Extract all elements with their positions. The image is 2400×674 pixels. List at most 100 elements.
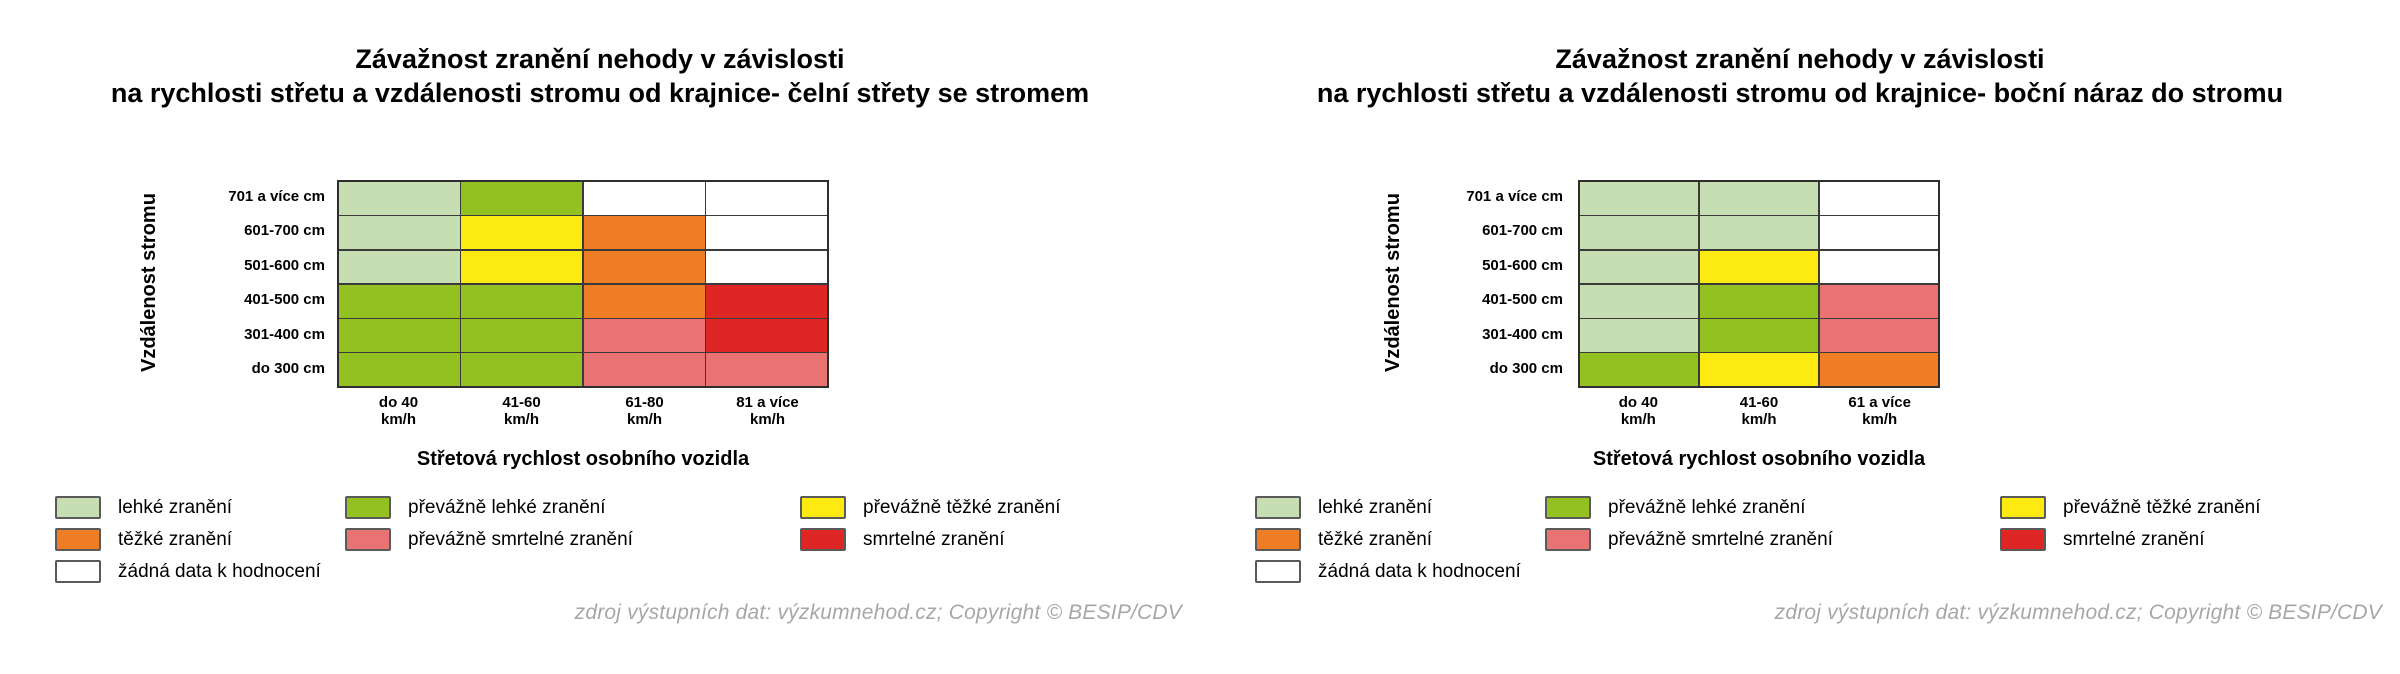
heatmap-cell-zadna_data xyxy=(1819,216,1938,250)
y-tick-label: 401-500 cm xyxy=(1482,291,1563,309)
y-tick-label: 501-600 cm xyxy=(1482,256,1563,274)
y-axis-tick-labels: 701 a více cm 601-700 cm 501-600 cm 401-500… xyxy=(160,180,325,386)
chart-title-line2: na rychlosti střetu a vzdálenosti stromu… xyxy=(110,78,1090,108)
legend-item-lehke: lehké zranění xyxy=(1255,495,1521,520)
heatmap-cell-prevazne_lehke xyxy=(1699,319,1819,352)
legend-item-zadna_data: žádná data k hodnocení xyxy=(1255,559,1521,584)
chart-title: Závažnost zranění nehody v závislosti na… xyxy=(10,42,1190,110)
legend-label: převážně smrtelné zranění xyxy=(1608,529,1833,550)
heatmap-cell-prevazne_lehke xyxy=(461,353,583,387)
x-axis-tick-labels: do 40 km/h 41-60 km/h 61 a více km/h xyxy=(1578,394,1940,428)
heatmap-cell-lehke xyxy=(1580,319,1699,352)
legend-item-smrtelne: smrtelné zranění xyxy=(2000,527,2261,552)
chart-title-line2: na rychlosti střetu a vzdálenosti stromu… xyxy=(1316,78,2284,108)
legend-swatch-prevazne_smrtelne xyxy=(1545,528,1591,551)
legend-swatch-prevazne_smrtelne xyxy=(345,528,391,551)
x-axis-tick-labels: do 40 km/h 41-60 km/h 61-80 km/h 81 a více km/h xyxy=(337,394,829,428)
y-tick-label: 701 a více cm xyxy=(228,188,325,205)
heatmap-cell-tezke xyxy=(583,250,705,284)
legend-label: žádná data k hodnocení xyxy=(118,561,321,582)
heatmap-grid xyxy=(1578,180,1940,389)
x-tick-label: 41-60 km/h xyxy=(460,394,583,428)
heatmap-cell-prevazne_lehke xyxy=(339,319,460,352)
heatmap-cell-prevazne_smrtelne xyxy=(583,319,705,352)
legend-label: smrtelné zranění xyxy=(2063,529,2205,550)
heatmap-cell-prevazne_tezke xyxy=(461,250,583,284)
y-tick-label: 701 a více cm xyxy=(1466,188,1563,205)
legend-swatch-tezke xyxy=(1255,528,1301,551)
x-tick-label: 81 a více km/h xyxy=(706,394,829,428)
legend-label: převážně těžké zranění xyxy=(863,497,1061,518)
x-axis-title: Střetová rychlost osobního vozidla xyxy=(416,448,750,470)
heatmap-cell-tezke xyxy=(583,216,705,250)
x-tick-label-line: km/h xyxy=(1620,411,1656,428)
heatmap-cell-lehke xyxy=(1580,216,1699,250)
y-tick-label: 601-700 cm xyxy=(244,222,325,240)
legend-item-tezke: těžké zranění xyxy=(1255,527,1521,552)
legend-swatch-prevazne_lehke xyxy=(345,496,391,519)
legend-label: lehké zranění xyxy=(1318,497,1433,518)
y-tick-label: 501-600 cm xyxy=(244,256,325,274)
heatmap-cell-prevazne_smrtelne xyxy=(1819,284,1938,318)
legend-label: smrtelné zranění xyxy=(863,529,1005,550)
heatmap-cell-prevazne_tezke xyxy=(1699,353,1819,387)
legend-item-prevazne_lehke: převážně lehké zranění xyxy=(1545,495,1833,520)
legend-swatch-tezke xyxy=(55,528,101,551)
heatmap-cell-zadna_data xyxy=(706,250,827,284)
heatmap-cell-lehke xyxy=(339,216,460,250)
heatmap-cell-lehke xyxy=(339,250,460,284)
y-tick-label: 301-400 cm xyxy=(244,325,325,343)
legend-swatch-smrtelne xyxy=(2000,528,2046,551)
legend-swatch-lehke xyxy=(1255,496,1301,519)
legend-item-tezke: těžké zranění xyxy=(55,527,321,552)
legend-item-prevazne_smrtelne: převážně smrtelné zranění xyxy=(1545,527,1833,552)
legend-swatch-prevazne_tezke xyxy=(800,496,846,519)
x-axis-title: Střetová rychlost osobního vozidla xyxy=(1592,448,1926,470)
chart-title-line1: Závažnost zranění nehody v závislosti xyxy=(1555,44,2045,74)
x-tick-label-line: 81 a více xyxy=(736,394,799,411)
heatmap-cell-prevazne_smrtelne xyxy=(706,353,827,387)
heatmap-cell-lehke xyxy=(1699,182,1819,215)
legend-label: převážně smrtelné zranění xyxy=(408,529,633,550)
legend: lehké zranění těžké zranění žádná data k h… xyxy=(1200,495,2400,590)
y-tick-label: 301-400 cm xyxy=(1482,325,1563,343)
x-tick-label-line: 41-60 xyxy=(502,394,541,411)
x-tick-label: 41-60 km/h xyxy=(1699,394,1820,428)
legend-column: převážně těžké zranění smrtelné zranění xyxy=(2000,495,2261,552)
legend-swatch-prevazne_lehke xyxy=(1545,496,1591,519)
y-tick-label: 401-500 cm xyxy=(244,291,325,309)
heatmap-cell-tezke xyxy=(583,284,705,318)
x-tick-label: do 40 km/h xyxy=(337,394,460,428)
x-tick-label-line: do 40 xyxy=(378,394,419,411)
heatmap-cell-lehke xyxy=(1580,250,1699,284)
legend-column: lehké zranění těžké zranění žádná data k h… xyxy=(55,495,321,584)
x-tick-label-line: 41-60 xyxy=(1739,394,1779,411)
legend-swatch-zadna_data xyxy=(1255,560,1301,583)
heatmap-cell-zadna_data xyxy=(1819,182,1938,215)
heatmap-cell-prevazne_lehke xyxy=(461,284,583,318)
heatmap-cell-prevazne_lehke xyxy=(339,284,460,318)
heatmap-cell-zadna_data xyxy=(706,182,827,215)
x-tick-label-line: km/h xyxy=(749,411,785,428)
heatmap-cell-zadna_data xyxy=(583,182,705,215)
x-tick-label: 61 a více km/h xyxy=(1819,394,1940,428)
heatmap-cell-lehke xyxy=(1580,182,1699,215)
legend-label: převážně lehké zranění xyxy=(408,497,606,518)
x-tick-label-line: do 40 xyxy=(1618,394,1658,411)
heatmap-cell-smrtelne xyxy=(706,319,827,352)
heatmap-cell-prevazne_lehke xyxy=(1699,284,1819,318)
y-axis-title: Vzdálenost stromu xyxy=(138,193,160,373)
heatmap-cell-zadna_data xyxy=(706,216,827,250)
legend-item-prevazne_tezke: převážně těžké zranění xyxy=(2000,495,2261,520)
legend-label: převážně lehké zranění xyxy=(1608,497,1806,518)
panel-side-impact: Závažnost zranění nehody v závislosti na… xyxy=(1200,0,2400,674)
legend-item-smrtelne: smrtelné zranění xyxy=(800,527,1061,552)
heatmap-cell-prevazne_tezke xyxy=(1699,250,1819,284)
legend-swatch-zadna_data xyxy=(55,560,101,583)
chart-title-line1: Závažnost zranění nehody v závislosti xyxy=(355,44,845,74)
heatmap-grid xyxy=(337,180,829,389)
legend-label: lehké zranění xyxy=(118,497,233,518)
heatmap-cell-lehke xyxy=(339,182,460,215)
legend-column: převážně lehké zranění převážně smrtelné … xyxy=(1545,495,1833,552)
